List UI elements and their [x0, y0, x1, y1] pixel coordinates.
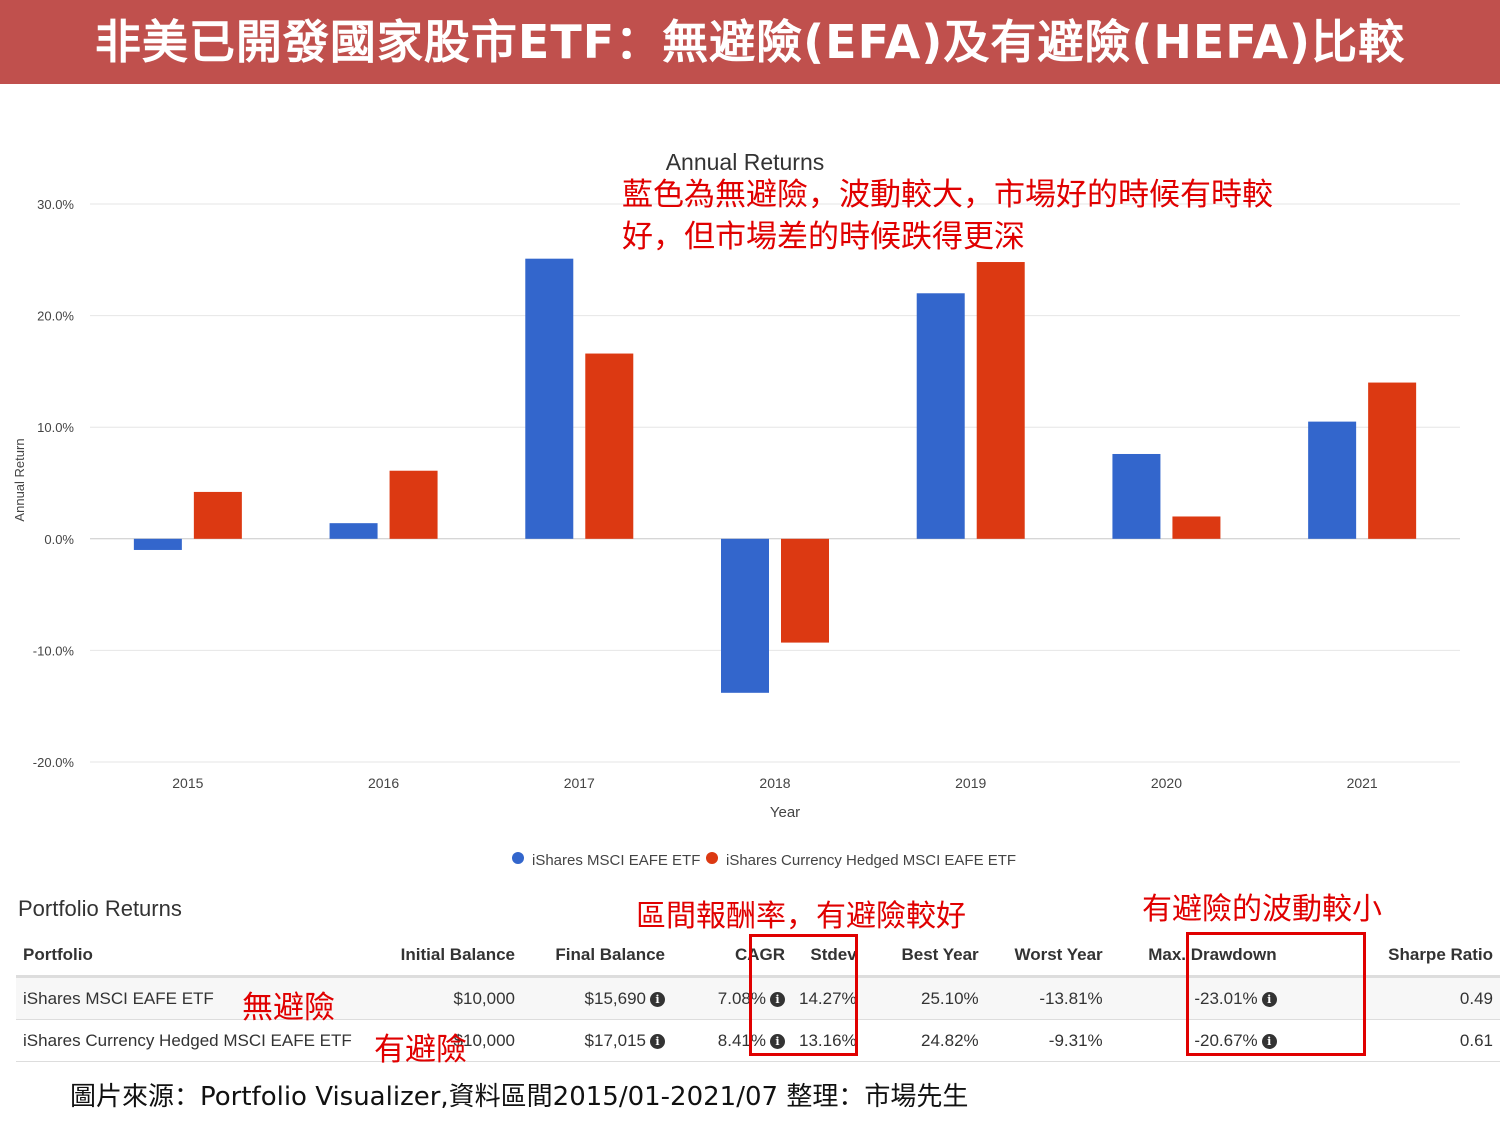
table-row: iShares Currency Hedged MSCI EAFE ETF $1…	[16, 1019, 1500, 1062]
x-tick-label: 2015	[172, 775, 203, 791]
cagr-value: 8.41%	[717, 1030, 766, 1050]
y-tick-label: 20.0%	[37, 309, 74, 324]
bar-unhedged-2018	[721, 538, 769, 693]
max-drawdown: -20.67%	[1194, 1030, 1258, 1050]
best-year: 25.10%	[863, 976, 986, 1020]
info-icon[interactable]: i	[770, 1033, 785, 1049]
x-tick-label: 2018	[759, 775, 790, 791]
bar-hedged-2021	[1368, 382, 1417, 539]
y-tick-label: 0.0%	[44, 532, 74, 547]
sharpe-ratio: 0.49	[1283, 976, 1500, 1020]
max-drawdown-cell: -23.01% i	[1109, 976, 1284, 1020]
bar-hedged-2017	[585, 353, 634, 539]
annotation-line-2: 好，但市場差的時候跌得更深	[622, 219, 1025, 255]
col-initial-balance: Initial Balance	[390, 935, 522, 978]
title-banner	[0, 0, 1500, 84]
col-max-drawdown: Max. Drawdown	[1109, 935, 1284, 978]
col-best-year: Best Year	[863, 935, 986, 978]
worst-year: -13.81%	[985, 976, 1110, 1020]
cagr-annotation: 區間報酬率，有避險較好	[636, 899, 966, 934]
x-tick-label: 2019	[955, 775, 986, 791]
bar-hedged-2015	[193, 491, 242, 539]
final-balance: $17,015	[584, 1030, 646, 1050]
bar-hedged-2018	[781, 538, 829, 643]
bar-hedged-2016	[389, 470, 438, 539]
bar-unhedged-2021	[1308, 421, 1357, 539]
bar-unhedged-2015	[133, 538, 182, 550]
final-balance: $15,690	[584, 988, 646, 1008]
col-portfolio: Portfolio	[16, 935, 390, 978]
stdev: 14.27%	[792, 976, 864, 1020]
bar-unhedged-2016	[329, 523, 378, 539]
source-footer: 圖片來源：Portfolio Visualizer,資料區間2015/01-20…	[70, 1082, 969, 1112]
table-row: iShares MSCI EAFE ETF $10,000 $15,690 i 7…	[16, 976, 1500, 1020]
worst-year: -9.31%	[985, 1019, 1110, 1062]
legend-label: iShares MSCI EAFE ETF	[532, 852, 700, 869]
x-tick-label: 2020	[1151, 775, 1182, 791]
chart-annotation: 藍色為無避險，波動較大，市場好的時候有時較 好，但市場差的時候跌得更深	[622, 174, 1342, 258]
y-tick-label: -10.0%	[33, 643, 75, 658]
cagr-cell: 7.08% i	[672, 976, 792, 1020]
x-axis-title: Year	[770, 804, 800, 821]
chart-title: Annual Returns	[666, 149, 825, 175]
y-tick-label: 30.0%	[37, 197, 74, 212]
hedged-label: 有避險	[374, 1032, 467, 1068]
portfolio-name: iShares Currency Hedged MSCI EAFE ETF	[16, 1019, 390, 1062]
table-header-row: Portfolio Initial Balance Final Balance …	[16, 935, 1500, 978]
bar-hedged-2019	[976, 262, 1025, 539]
y-axis-title: Annual Return	[12, 438, 27, 521]
bar-unhedged-2017	[525, 258, 574, 539]
info-icon[interactable]: i	[1261, 1033, 1277, 1049]
final-balance-cell: $15,690 i	[522, 976, 672, 1020]
best-year: 24.82%	[863, 1019, 986, 1062]
bar-unhedged-2019	[916, 293, 965, 539]
legend-marker	[706, 852, 718, 864]
portfolio-returns-title: Portfolio Returns	[18, 896, 182, 921]
slide-title: 非美已開發國家股市ETF：無避險(EFA)及有避險(HEFA)比較	[94, 15, 1406, 69]
col-sharpe-ratio: Sharpe Ratio	[1283, 935, 1500, 978]
initial-balance: $10,000	[390, 1019, 522, 1062]
portfolio-name: iShares MSCI EAFE ETF	[16, 976, 390, 1020]
y-tick-label: -20.0%	[33, 755, 75, 770]
bar-hedged-2020	[1172, 516, 1221, 539]
info-icon[interactable]: i	[650, 991, 665, 1007]
col-stdev: Stdev	[792, 935, 864, 978]
unhedged-label: 無避險	[242, 990, 335, 1026]
x-tick-label: 2021	[1347, 775, 1378, 791]
col-cagr: CAGR	[672, 935, 792, 978]
drawdown-annotation: 有避險的波動較小	[1142, 892, 1382, 927]
bar-unhedged-2020	[1112, 453, 1161, 539]
drawdown-highlight-box	[1186, 932, 1366, 1056]
max-drawdown: -23.01%	[1194, 988, 1258, 1008]
legend-marker	[512, 852, 524, 864]
y-tick-label: 10.0%	[37, 420, 74, 435]
cagr-highlight-box	[749, 934, 858, 1056]
info-icon[interactable]: i	[1261, 991, 1277, 1007]
annotation-line-1: 藍色為無避險，波動較大，市場好的時候有時較	[622, 177, 1273, 213]
col-final-balance: Final Balance	[522, 935, 672, 978]
cagr-value: 7.08%	[717, 988, 766, 1008]
portfolio-returns-table: Portfolio Initial Balance Final Balance …	[16, 935, 1500, 1062]
col-worst-year: Worst Year	[985, 935, 1110, 978]
initial-balance: $10,000	[390, 976, 522, 1020]
info-icon[interactable]: i	[650, 1033, 665, 1049]
x-tick-label: 2017	[564, 775, 595, 791]
x-tick-label: 2016	[368, 775, 399, 791]
info-icon[interactable]: i	[770, 991, 785, 1007]
annual-returns-chart: 30.0% 20.0% 10.0% 0.0% -10.0% -20.0% Annual Re…	[12, 149, 1460, 869]
legend-label: iShares Currency Hedged MSCI EAFE ETF	[726, 852, 1016, 869]
final-balance-cell: $17,015 i	[522, 1019, 672, 1062]
